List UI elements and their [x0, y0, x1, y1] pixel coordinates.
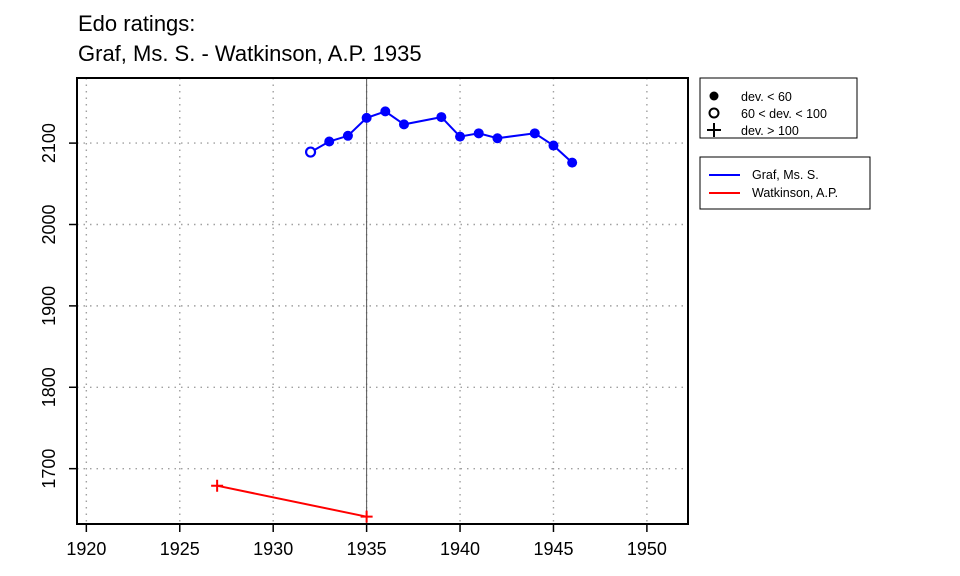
plus-icon — [707, 123, 721, 137]
data-point — [567, 157, 578, 168]
x-tick-label: 1930 — [253, 539, 293, 559]
chart-title: Edo ratings: — [78, 11, 195, 36]
x-tick-label: 1940 — [440, 539, 480, 559]
series-legend: Graf, Ms. S. Watkinson, A.P. — [699, 156, 871, 210]
data-point — [436, 112, 447, 123]
data-point — [380, 106, 391, 117]
data-point — [529, 128, 540, 139]
data-point — [361, 112, 372, 123]
y-tick-label: 2000 — [39, 204, 59, 244]
data-point — [304, 146, 317, 158]
legend-dev-low-label: dev. < 60 — [741, 90, 792, 104]
x-tick-label: 1925 — [160, 539, 200, 559]
series-line-1 — [216, 484, 367, 518]
data-point — [324, 136, 335, 147]
data-point — [342, 130, 353, 141]
legend-series-watkinson-label: Watkinson, A.P. — [752, 186, 838, 200]
grid-lines — [77, 78, 688, 524]
x-tick-label: 1935 — [347, 539, 387, 559]
legend-dev-mid-label: 60 < dev. < 100 — [741, 107, 827, 121]
chart-subtitle: Graf, Ms. S. - Watkinson, A.P. 1935 — [78, 41, 422, 66]
y-tick-label: 1800 — [39, 367, 59, 407]
axes: 1920 1925 1930 1935 1940 1945 1950 1700 1800 1900… — [39, 77, 689, 559]
data-point — [492, 133, 503, 144]
data-point — [360, 510, 373, 523]
plot-frame — [76, 77, 689, 525]
x-tick-label: 1950 — [627, 539, 667, 559]
legend-dev-high-label: dev. > 100 — [741, 124, 799, 138]
deviation-legend-box — [699, 77, 858, 139]
data-point — [548, 140, 559, 151]
deviation-legend: dev. < 60 60 < dev. < 100 dev. > 100 — [699, 77, 858, 139]
filled-circle-icon — [709, 91, 719, 101]
series-layer — [211, 106, 578, 523]
x-tick-label: 1945 — [533, 539, 573, 559]
data-point — [455, 131, 466, 142]
legend-series-graf-label: Graf, Ms. S. — [752, 168, 819, 182]
data-point — [211, 479, 224, 492]
y-tick-label: 1900 — [39, 286, 59, 326]
x-tick-label: 1920 — [66, 539, 106, 559]
y-tick-label: 2100 — [39, 123, 59, 163]
data-point — [473, 128, 484, 139]
data-point — [398, 119, 409, 130]
y-tick-label: 1700 — [39, 449, 59, 489]
series-legend-box — [699, 156, 871, 210]
open-circle-icon — [708, 107, 720, 119]
